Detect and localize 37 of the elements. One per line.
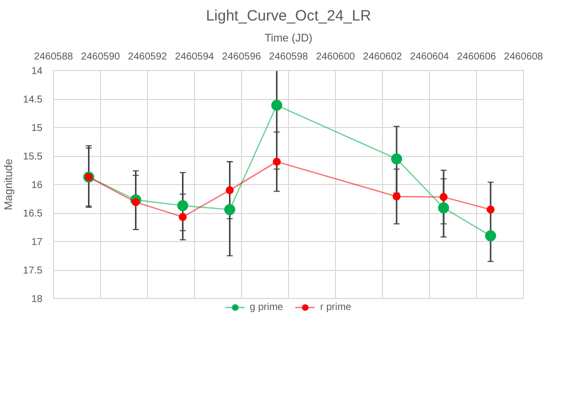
y-tick-label: 16.5 [23, 208, 43, 220]
x-tick-label: 2460608 [504, 52, 544, 62]
point [440, 193, 448, 202]
y-axis-title: Magnitude [3, 158, 16, 210]
y-tick-label: 15.5 [23, 152, 43, 162]
x-tick-label: 2460600 [316, 52, 356, 62]
y-tick-label: 14 [31, 66, 43, 77]
point [485, 230, 496, 242]
point [272, 158, 281, 166]
x-tick-label: 2460592 [128, 52, 168, 62]
x-axis-title: Time (JD) [264, 32, 312, 44]
point [271, 100, 282, 111]
y-tick-label: 18 [31, 294, 43, 305]
legend-label: g prime [250, 300, 284, 314]
y-tick-label: 17.5 [23, 266, 43, 276]
point [486, 206, 495, 214]
point [178, 212, 187, 221]
x-tick-label: 2460596 [222, 52, 262, 62]
x-tick-label: 2460594 [175, 52, 214, 62]
point [391, 153, 402, 164]
point [226, 186, 234, 194]
y-tick-label: 16 [31, 180, 43, 191]
x-tick-label: 2460604 [410, 52, 450, 62]
point [438, 202, 450, 214]
x-tick-label: 2460590 [81, 52, 120, 62]
x-tick-label: 2460602 [363, 52, 402, 62]
chart-title: Light_Curve_Oct_24_LR [206, 8, 372, 24]
x-tick-label: 2460588 [34, 52, 74, 62]
x-tick-label: 2460606 [457, 52, 496, 62]
y-tick-label: 17 [31, 237, 43, 248]
point [224, 204, 236, 216]
x-tick-label: 2460598 [269, 52, 308, 62]
y-tick-label: 15 [31, 123, 43, 134]
legend-label: r prime [320, 300, 352, 314]
point [177, 200, 188, 212]
point [132, 198, 140, 206]
y-tick-label: 14.5 [23, 94, 43, 106]
